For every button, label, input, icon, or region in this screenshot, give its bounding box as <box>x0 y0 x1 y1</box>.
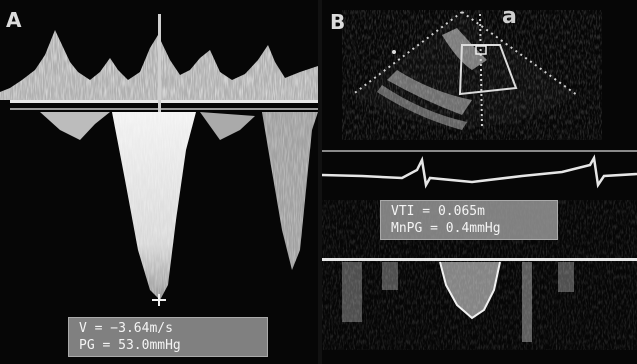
velocity-readout-box: V = −3.64m/s PG = 53.0mmHg <box>68 317 268 357</box>
mean-gradient-text: MnPG = 0.4mmHg <box>391 221 501 236</box>
sample-volume-marker <box>475 45 487 55</box>
cursor-line <box>479 13 483 129</box>
baseline-lower <box>10 108 318 110</box>
panel-a-cw-doppler: A V = −3.64m/s PG = 53.0mmHg <box>0 0 318 364</box>
sector-edge-left <box>351 11 463 96</box>
panel-divider <box>318 0 322 364</box>
mid-flow-band <box>200 112 255 140</box>
peak-velocity-text: V = −3.64m/s <box>79 321 173 336</box>
color-roi-box <box>458 44 518 96</box>
panel-b-echo-doppler: B a VTI = 0.065m MnPG = 0.4mmHg <box>322 0 637 364</box>
depth-dot <box>392 50 396 54</box>
panel-b-label: B <box>330 10 347 34</box>
ecg-trace <box>322 154 637 189</box>
vti-text: VTI = 0.065m <box>391 204 485 219</box>
baseline-upper <box>10 100 318 103</box>
measurement-cursor <box>158 14 161 120</box>
pressure-gradient-text: PG = 53.0mmHg <box>79 338 181 353</box>
early-flow-band <box>40 112 110 140</box>
panel-a-label: A <box>6 8 23 32</box>
vti-readout-box: VTI = 0.065m MnPG = 0.4mmHg <box>380 200 558 240</box>
doppler-spectrum-a <box>0 0 318 364</box>
echo-and-spectrum-b <box>322 0 637 364</box>
view-label: a <box>502 4 517 29</box>
ecg-track-top <box>322 150 637 152</box>
